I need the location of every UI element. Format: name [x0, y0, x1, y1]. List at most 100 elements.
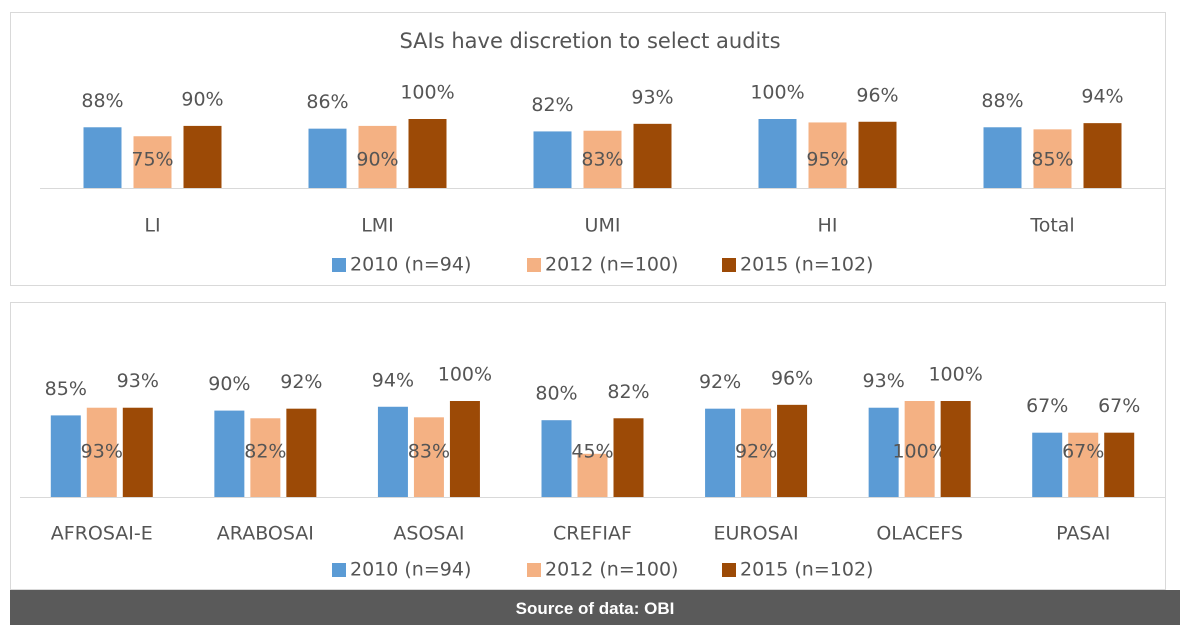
bar [533, 131, 572, 188]
data-label: 82% [607, 381, 649, 403]
bar [86, 407, 117, 497]
bar [1033, 129, 1072, 188]
bar [577, 453, 608, 497]
bar [1083, 123, 1122, 188]
data-label: 100% [400, 82, 454, 104]
panel [10, 302, 1166, 590]
bar [449, 401, 480, 497]
data-label: 95% [806, 149, 848, 171]
x-tick-label: HI [818, 215, 838, 237]
data-label: 90% [356, 149, 398, 171]
data-label: 93% [117, 370, 159, 392]
data-label: 83% [581, 149, 623, 171]
legend-swatch [722, 258, 736, 272]
data-label: 100% [928, 364, 982, 386]
x-tick-label: ASOSAI [393, 523, 464, 545]
bar [705, 408, 736, 497]
x-tick-label: EUROSAI [714, 523, 799, 545]
data-label: 82% [244, 441, 286, 463]
charts: SAIs have discretion to select audits LI… [10, 12, 1166, 590]
bar [1068, 432, 1099, 497]
data-label: 85% [45, 378, 87, 400]
data-label: 93% [631, 86, 673, 108]
bar [377, 406, 408, 497]
legend-swatch [527, 563, 541, 577]
legend-swatch [527, 258, 541, 272]
x-tick-label: LMI [361, 215, 394, 237]
data-label: 96% [771, 367, 813, 389]
x-tick-label: UMI [585, 215, 621, 237]
data-label: 86% [306, 91, 348, 113]
chart-title: SAIs have discretion to select audits [399, 29, 780, 53]
x-tick-label: PASAI [1056, 523, 1110, 545]
legend-label: 2015 (n=102) [740, 559, 873, 581]
x-tick-label: CREFIAF [553, 523, 632, 545]
data-label: 82% [531, 94, 573, 116]
legend-label: 2010 (n=94) [350, 254, 471, 276]
data-label: 90% [181, 88, 223, 110]
x-tick-label: OLACEFS [876, 523, 963, 545]
data-label: 90% [208, 373, 250, 395]
legend-label: 2012 (n=100) [545, 559, 678, 581]
data-label: 67% [1098, 395, 1140, 417]
data-label: 88% [81, 90, 123, 112]
legend-label: 2012 (n=100) [545, 254, 678, 276]
legend-label: 2010 (n=94) [350, 559, 471, 581]
legend-label: 2015 (n=102) [740, 254, 873, 276]
data-label: 67% [1062, 441, 1104, 463]
bar [83, 127, 122, 188]
bar [741, 408, 772, 497]
data-label: 88% [981, 90, 1023, 112]
data-label: 45% [571, 441, 613, 463]
data-label: 92% [699, 371, 741, 393]
bar [250, 418, 281, 497]
data-label: 92% [280, 371, 322, 393]
bar [286, 408, 317, 497]
data-label: 93% [863, 370, 905, 392]
bar [183, 125, 222, 188]
bar [122, 407, 153, 497]
bar [1032, 432, 1063, 497]
data-label: 94% [372, 369, 414, 391]
bar [940, 401, 971, 497]
bar [50, 415, 81, 497]
bar [808, 122, 847, 188]
bar [777, 404, 808, 497]
bar [408, 119, 447, 188]
bar [214, 410, 245, 497]
bar [983, 127, 1022, 188]
bar [868, 407, 899, 497]
bar [413, 417, 444, 497]
bar [633, 123, 672, 188]
data-label: 85% [1031, 149, 1073, 171]
data-label: 93% [81, 441, 123, 463]
x-tick-label: LI [144, 215, 160, 237]
bar [583, 130, 622, 188]
x-tick-label: ARABOSAI [217, 523, 314, 545]
bar [133, 136, 172, 188]
source-footer: Source of data: OBI [10, 590, 1180, 625]
data-label: 94% [1081, 86, 1123, 108]
data-label: 67% [1026, 395, 1068, 417]
panel [10, 12, 1166, 286]
legend-swatch [722, 563, 736, 577]
bar [758, 119, 797, 188]
data-label: 83% [408, 441, 450, 463]
data-label: 80% [535, 383, 577, 405]
data-label: 96% [856, 84, 898, 106]
bar [1104, 432, 1135, 497]
data-label: 100% [438, 364, 492, 386]
legend-swatch [332, 563, 346, 577]
bar [904, 401, 935, 497]
data-label: 75% [131, 149, 173, 171]
bar [541, 420, 572, 497]
bar [613, 418, 644, 497]
data-label: 100% [892, 441, 946, 463]
x-tick-label: AFROSAI-E [51, 523, 153, 545]
bar [308, 128, 347, 188]
x-tick-label: Total [1029, 215, 1074, 237]
bar [858, 121, 897, 188]
data-label: 100% [750, 82, 804, 104]
legend-swatch [332, 258, 346, 272]
